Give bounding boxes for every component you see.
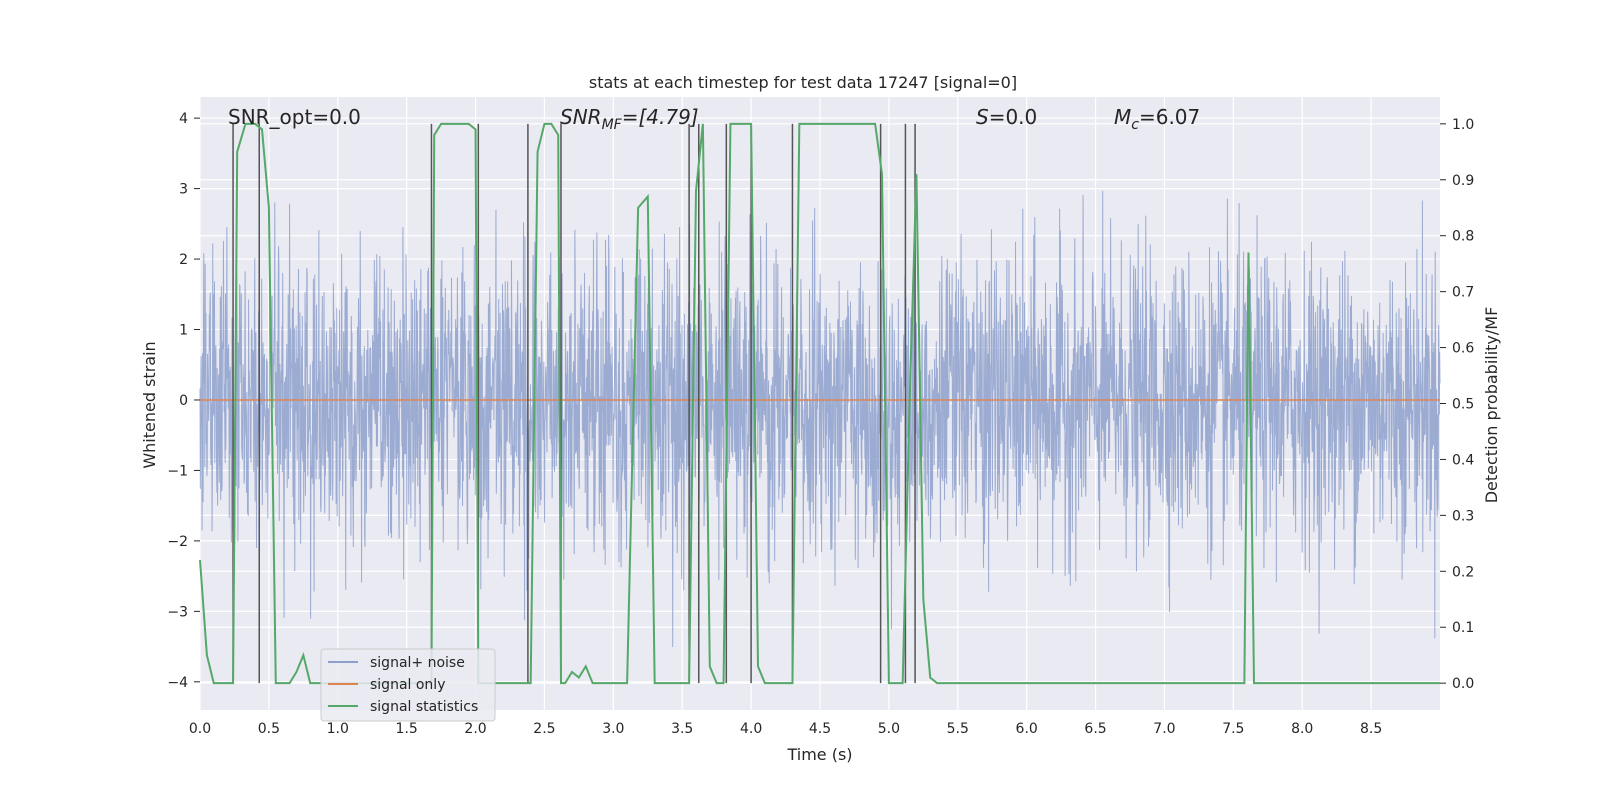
y2-tick-label-8: 0.8: [1452, 229, 1474, 245]
legend-label-noise: signal+ noise: [370, 655, 465, 671]
y2-tick-label-10: 1.0: [1452, 117, 1474, 133]
y2-tick-label-7: 0.7: [1452, 285, 1474, 301]
x-tick-label-5: 2.5: [533, 721, 555, 737]
y2-tick-label-3: 0.3: [1452, 508, 1474, 524]
annotation-mc-main: M: [1114, 105, 1131, 129]
y-tick-label-6: 2: [179, 252, 188, 268]
annotation-s-main: S: [976, 105, 989, 129]
y-tick-label-2: −2: [167, 534, 188, 550]
annotation-snr-opt: SNR_opt=0.0: [228, 105, 361, 129]
annotation-mc-rest: =6.07: [1139, 105, 1200, 129]
x-tick-label-8: 4.0: [740, 721, 762, 737]
x-tick-label-3: 1.5: [396, 721, 418, 737]
y2-axis-ticks: 0.0 0.1 0.2 0.3 0.4 0.5 0.6 0.7 0.8 0.9 1.0: [1440, 117, 1474, 692]
legend: signal+ noise signal only signal statist…: [320, 648, 496, 722]
x-tick-label-16: 8.0: [1291, 721, 1313, 737]
y-tick-label-3: −1: [167, 463, 188, 479]
x-axis-ticks: 0.0 0.5 1.0 1.5 2.0 2.5 3.0 3.5 4.0 4.5 5.0 5.5 6.0 6…: [189, 721, 1382, 737]
legend-label-stats: signal statistics: [370, 699, 478, 715]
x-tick-label-4: 2.0: [464, 721, 486, 737]
y2-tick-label-5: 0.5: [1452, 397, 1474, 413]
annotation-snr-mf-main: SNR: [560, 105, 602, 129]
x-tick-label-11: 5.5: [947, 721, 969, 737]
y-tick-label-0: −4: [167, 675, 188, 691]
x-tick-label-7: 3.5: [671, 721, 693, 737]
annotation-snr-mf-rest: =[4.79]: [622, 105, 699, 129]
signal-noise-series: [199, 190, 1441, 647]
annotation-s-rest: =0.0: [989, 105, 1038, 129]
x-tick-label-0: 0.0: [189, 721, 211, 737]
x-tick-label-9: 4.5: [809, 721, 831, 737]
x-tick-label-6: 3.0: [602, 721, 624, 737]
y-tick-label-7: 3: [179, 182, 188, 198]
x-tick-label-13: 6.5: [1084, 721, 1106, 737]
x-tick-label-17: 8.5: [1360, 721, 1382, 737]
y2-tick-label-0: 0.0: [1452, 676, 1474, 692]
y2-axis-label: Detection probability/MF: [1482, 307, 1501, 504]
noise-line: [199, 190, 1441, 647]
y2-tick-label-4: 0.4: [1452, 452, 1474, 468]
y2-tick-label-2: 0.2: [1452, 564, 1474, 580]
y2-tick-label-6: 0.6: [1452, 341, 1474, 357]
x-tick-label-12: 6.0: [1016, 721, 1038, 737]
x-axis-label: Time (s): [786, 745, 852, 764]
x-tick-label-14: 7.0: [1153, 721, 1175, 737]
y-axis-label: Whitened strain: [140, 341, 159, 468]
y-tick-label-8: 4: [179, 111, 188, 127]
y2-tick-label-9: 0.9: [1452, 173, 1474, 189]
x-tick-label-15: 7.5: [1222, 721, 1244, 737]
legend-label-signal: signal only: [370, 677, 445, 693]
y-axis-ticks: −4 −3 −2 −1 0 1 2 3 4: [167, 111, 200, 691]
annotation-s: S=0.0: [976, 105, 1037, 129]
y2-tick-label-1: 0.1: [1452, 620, 1474, 636]
annotation-snr-mf-sub: MF: [602, 117, 623, 133]
chart-title: stats at each timestep for test data 172…: [589, 73, 1017, 92]
annotation-snr-mf: SNRMF=[4.79]: [560, 105, 699, 133]
x-tick-label-1: 0.5: [258, 721, 280, 737]
y-tick-label-4: 0: [179, 393, 188, 409]
x-tick-label-2: 1.0: [327, 721, 349, 737]
y-tick-label-1: −3: [167, 604, 188, 620]
signal-statistics-series: [199, 122, 1440, 685]
y-tick-label-5: 1: [179, 323, 188, 339]
legend-box: [320, 648, 496, 722]
annotation-mc: Mc=6.07: [1114, 105, 1200, 133]
annotation-mc-sub: c: [1131, 117, 1139, 133]
stats-line: [199, 122, 1440, 685]
x-tick-label-10: 5.0: [878, 721, 900, 737]
